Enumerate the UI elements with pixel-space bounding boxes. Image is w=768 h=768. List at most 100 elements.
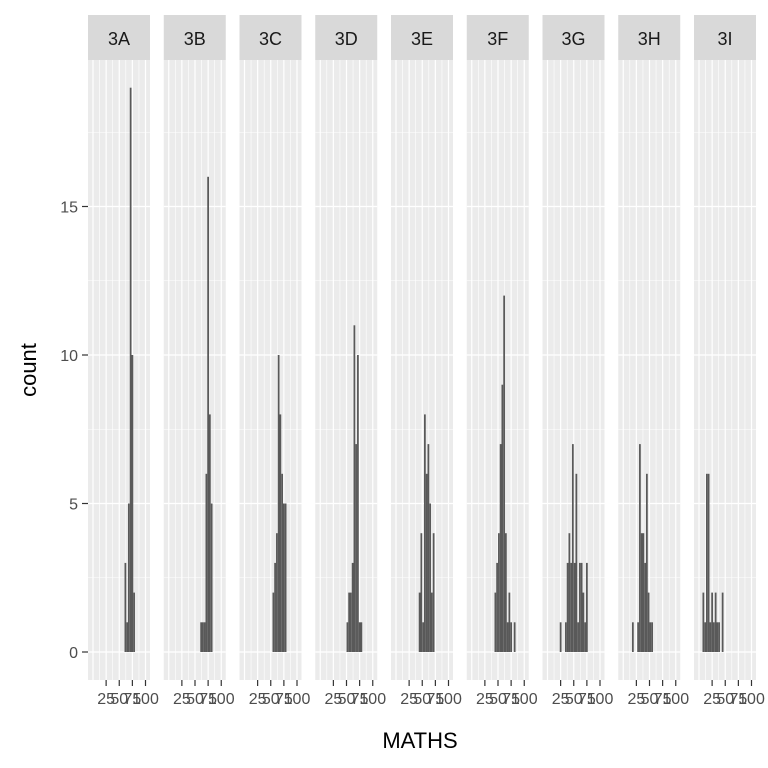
histogram-bar <box>494 592 497 652</box>
histogram-bar <box>283 503 285 652</box>
histogram-bar <box>202 622 204 652</box>
x-tick-label: 100 <box>435 691 462 708</box>
histogram-bar <box>499 444 502 652</box>
x-tick-label: 50 <box>413 691 431 708</box>
histogram-bar <box>579 562 581 652</box>
x-tick-label: 75 <box>578 691 596 708</box>
histogram-bar <box>505 533 507 652</box>
histogram-bar <box>716 622 719 652</box>
y-tick-label: 5 <box>69 497 78 514</box>
histogram-bar <box>573 562 576 652</box>
histogram-bar <box>565 622 567 652</box>
histogram-bar <box>577 622 579 652</box>
x-tick-label: 50 <box>489 691 507 708</box>
histogram-bar <box>284 503 287 652</box>
histogram-bar <box>208 414 211 652</box>
histogram-bar <box>559 622 562 652</box>
histogram-bar <box>566 562 569 652</box>
facet-strip <box>694 15 756 60</box>
histogram-bar <box>127 503 130 652</box>
histogram-bar <box>360 622 363 652</box>
x-tick-label: 75 <box>351 691 369 708</box>
histogram-bar <box>357 355 359 652</box>
x-tick-label: 75 <box>729 691 747 708</box>
histogram-bar <box>496 562 498 652</box>
x-tick-label: 50 <box>110 691 128 708</box>
histogram-bar <box>353 325 356 652</box>
facet-strip <box>466 15 529 60</box>
histogram-bar <box>639 444 641 652</box>
histogram-bar <box>276 533 278 652</box>
x-tick-label: 25 <box>249 691 267 708</box>
x-tick-label: 25 <box>476 691 494 708</box>
histogram-bar <box>200 622 203 652</box>
histogram-bar <box>718 622 720 652</box>
histogram-bar <box>510 622 512 652</box>
x-tick-label: 25 <box>173 691 191 708</box>
x-tick-label: 50 <box>186 691 204 708</box>
histogram-bar <box>358 622 361 652</box>
facet-panels: 3A2550751003B2550751003C2550751003D25507… <box>88 15 765 708</box>
histogram-bar <box>203 622 206 652</box>
facet-strip-label: 3B <box>184 29 206 49</box>
x-tick-label: 75 <box>199 691 217 708</box>
histogram-bar <box>279 414 282 652</box>
x-tick-label: 100 <box>208 691 235 708</box>
histogram-bar <box>281 473 284 652</box>
facet-strip-label: 3H <box>638 29 661 49</box>
x-tick-label: 100 <box>738 691 765 708</box>
histogram-bar <box>432 533 435 652</box>
histogram-bar <box>210 503 213 652</box>
x-tick-label: 100 <box>284 691 311 708</box>
histogram-bar <box>711 592 713 652</box>
x-tick-label: 50 <box>641 691 659 708</box>
histogram-bar <box>651 622 653 652</box>
facet-strip <box>542 15 605 60</box>
histogram-bar <box>586 562 588 652</box>
histogram-bar <box>637 622 639 652</box>
histogram-bar <box>427 444 430 652</box>
histogram-bar <box>631 622 634 652</box>
x-tick-label: 100 <box>587 691 614 708</box>
histogram-bar <box>277 355 280 652</box>
x-tick-label: 50 <box>338 691 356 708</box>
x-tick-label: 25 <box>552 691 570 708</box>
facet-strip-label: 3A <box>108 29 130 49</box>
x-tick-label: 50 <box>716 691 734 708</box>
histogram-bar <box>647 592 650 652</box>
histogram-bar <box>582 592 585 652</box>
y-tick-label: 10 <box>60 348 78 365</box>
y-tick-label: 15 <box>60 200 78 217</box>
histogram-bar <box>508 592 511 652</box>
histogram-bar <box>133 592 135 652</box>
histogram-bar <box>702 592 705 652</box>
histogram-bar <box>571 444 574 652</box>
x-tick-label: 25 <box>97 691 115 708</box>
histogram-bar <box>704 622 707 652</box>
histogram-bar <box>513 622 516 652</box>
histogram-bar <box>124 562 127 652</box>
histogram-bar <box>646 473 648 652</box>
x-tick-label: 75 <box>275 691 293 708</box>
x-tick-label: 50 <box>565 691 583 708</box>
histogram-bar <box>640 533 643 652</box>
histogram-bar <box>420 533 423 652</box>
histogram-bar <box>126 622 128 652</box>
histogram-bar <box>506 622 509 652</box>
histogram-bar <box>131 355 134 652</box>
histogram-bar <box>274 562 276 652</box>
histogram-bar <box>570 562 572 652</box>
x-axis-title: MATHS <box>382 728 457 753</box>
histogram-bar <box>129 87 132 652</box>
histogram-bar <box>422 622 425 652</box>
histogram-bar <box>429 503 431 652</box>
histogram-bar <box>649 622 652 652</box>
histogram-bar <box>575 473 578 652</box>
x-tick-label: 100 <box>132 691 159 708</box>
